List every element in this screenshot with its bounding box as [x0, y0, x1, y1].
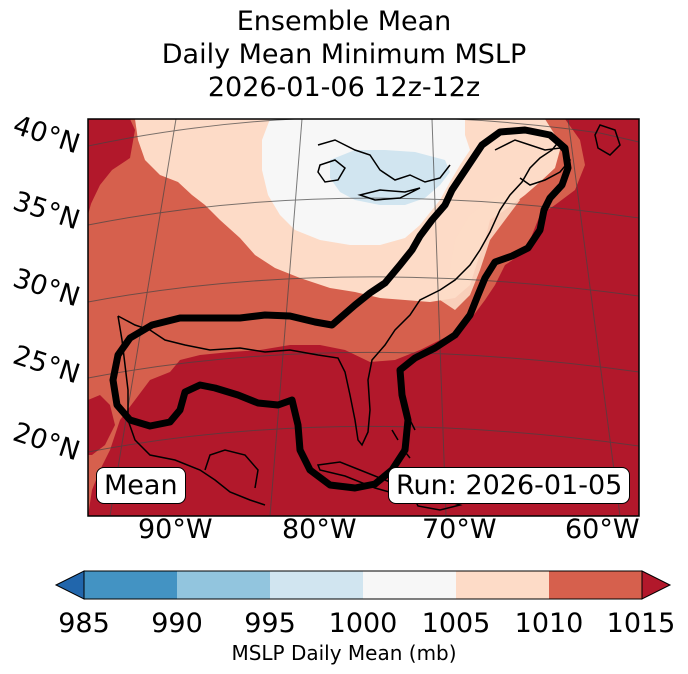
colorbar-frame [83, 570, 643, 600]
lon-label-90w: 90°W [138, 514, 213, 545]
title-line-1: Ensemble Mean [236, 6, 452, 37]
meridian-60w [567, 119, 621, 516]
coastline-gulf-us [117, 139, 561, 447]
colorbar-bin-995-1000 [270, 571, 363, 599]
ensemble-contour-outline [109, 126, 572, 492]
colorbar-bin-990-995 [177, 571, 270, 599]
run-date-label-box: Run: 2026-01-05 [388, 467, 631, 504]
colorbar-tick-985: 985 [58, 608, 110, 639]
parallel-40n [88, 119, 639, 147]
parallel-30n [88, 276, 639, 303]
parallel-25n [88, 351, 639, 379]
colorbar-tick-990: 990 [151, 608, 203, 639]
colorbar-label: MSLP Daily Mean (mb) [231, 641, 457, 665]
colorbar-tick-1000: 1000 [328, 608, 398, 639]
colorbar-bin-1000-1005 [363, 571, 456, 599]
graticule [88, 119, 639, 516]
colorbar-tick-1015: 1015 [606, 608, 676, 639]
title-line-3: 2026-01-06 12z-12z [207, 72, 481, 103]
pressure-field [88, 119, 639, 516]
coastline-mexico [117, 315, 266, 506]
colorbar-bin-1005-1010 [456, 571, 549, 599]
colorbar-extend-high [641, 570, 672, 600]
coastline-yucatan [204, 449, 259, 489]
colorbar-tick-1005: 1005 [421, 608, 491, 639]
parallel-35n [88, 197, 639, 226]
title-line-2: Daily Mean Minimum MSLP [161, 39, 527, 70]
coastline-great-lakes [317, 139, 451, 201]
parallel-20n [88, 425, 639, 453]
coastline-newfoundland [594, 124, 621, 156]
mean-label-box: Mean [96, 467, 186, 504]
lon-label-60w: 60°W [565, 514, 640, 545]
colorbar-bin-985-990 [84, 571, 177, 599]
field-patch-mexico [88, 395, 115, 455]
colorbar-extend-low [54, 570, 85, 600]
meridian-70w [431, 119, 447, 516]
colorbar [54, 570, 672, 600]
lon-label-80w: 80°W [282, 514, 357, 545]
colorbar-tick-1010: 1010 [514, 608, 584, 639]
colorbar-tick-995: 995 [244, 608, 296, 639]
map-frame [87, 118, 640, 517]
meridian-90w [109, 119, 177, 516]
lon-label-70w: 70°W [422, 514, 497, 545]
colorbar-bin-1010-1015 [549, 571, 642, 599]
